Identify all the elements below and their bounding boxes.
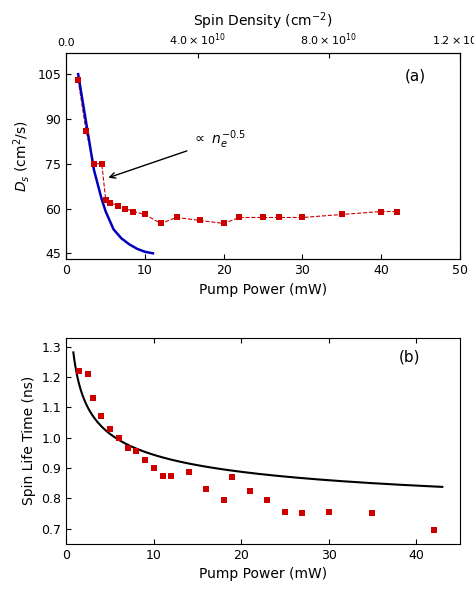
Y-axis label: Spin Life Time (ns): Spin Life Time (ns) bbox=[22, 376, 36, 505]
Point bbox=[133, 447, 140, 456]
Point bbox=[141, 456, 149, 465]
Point bbox=[299, 213, 306, 222]
Point bbox=[369, 509, 376, 518]
Text: $\propto$ $n_e^{-0.5}$: $\propto$ $n_e^{-0.5}$ bbox=[110, 128, 246, 178]
Point bbox=[159, 471, 166, 480]
Point bbox=[325, 507, 332, 517]
X-axis label: Pump Power (mW): Pump Power (mW) bbox=[199, 282, 327, 297]
Point bbox=[121, 204, 129, 213]
Point bbox=[393, 207, 401, 216]
Point bbox=[173, 213, 180, 222]
Point bbox=[89, 394, 96, 403]
Point bbox=[259, 213, 267, 222]
Y-axis label: $D_s$ (cm$^2$/s): $D_s$ (cm$^2$/s) bbox=[11, 121, 32, 192]
X-axis label: Pump Power (mW): Pump Power (mW) bbox=[199, 567, 327, 581]
Point bbox=[220, 219, 228, 228]
X-axis label: Spin Density (cm$^{-2}$): Spin Density (cm$^{-2}$) bbox=[193, 11, 333, 32]
Point bbox=[129, 207, 137, 216]
Point bbox=[430, 525, 438, 535]
Text: (a): (a) bbox=[405, 68, 426, 83]
Point bbox=[106, 424, 114, 433]
Point bbox=[275, 213, 283, 222]
Point bbox=[74, 75, 82, 85]
Point bbox=[106, 198, 113, 207]
Point bbox=[90, 159, 98, 168]
Point bbox=[141, 210, 149, 219]
Text: (b): (b) bbox=[399, 350, 420, 365]
Point bbox=[98, 159, 106, 168]
Point bbox=[157, 219, 164, 228]
Point bbox=[124, 443, 131, 453]
Point bbox=[228, 472, 236, 482]
Point bbox=[236, 213, 243, 222]
Point bbox=[338, 210, 346, 219]
Point bbox=[115, 433, 123, 443]
Point bbox=[150, 463, 157, 473]
Point bbox=[220, 495, 228, 505]
Point bbox=[196, 216, 204, 225]
Point bbox=[299, 509, 306, 518]
Point bbox=[202, 485, 210, 494]
Point bbox=[167, 471, 175, 480]
Point bbox=[281, 507, 289, 517]
Point bbox=[82, 126, 90, 135]
Point bbox=[102, 195, 109, 204]
Point bbox=[185, 467, 192, 477]
Point bbox=[76, 366, 83, 376]
Point bbox=[264, 495, 271, 505]
Point bbox=[84, 369, 92, 379]
Point bbox=[377, 207, 385, 216]
Point bbox=[98, 412, 105, 421]
Point bbox=[114, 201, 121, 210]
Point bbox=[246, 486, 254, 495]
